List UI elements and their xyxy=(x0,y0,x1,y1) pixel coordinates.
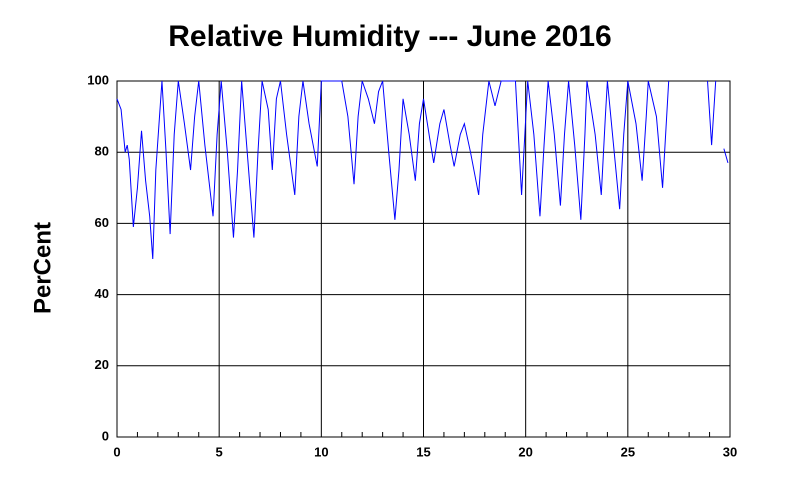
data-line xyxy=(707,80,717,146)
data-line xyxy=(116,80,670,260)
y-tick-label: 20 xyxy=(95,357,109,372)
y-tick-label: 80 xyxy=(95,144,109,159)
x-tick-label: 10 xyxy=(314,444,328,459)
x-tick-label: 25 xyxy=(621,444,635,459)
y-axis-label: PerCent xyxy=(29,222,56,314)
y-tick-label: 100 xyxy=(87,72,109,87)
chart-title: Relative Humidity --- June 2016 xyxy=(168,20,611,53)
x-tick-label: 5 xyxy=(216,444,223,459)
x-tick-label: 15 xyxy=(416,444,430,459)
y-tick-label: 0 xyxy=(102,428,109,443)
x-tick-label: 30 xyxy=(723,444,737,459)
y-tick-label: 60 xyxy=(95,215,109,230)
x-tick-label: 0 xyxy=(113,444,120,459)
x-tick-label: 20 xyxy=(518,444,532,459)
y-tick-label: 40 xyxy=(95,286,109,301)
data-line xyxy=(723,148,729,164)
